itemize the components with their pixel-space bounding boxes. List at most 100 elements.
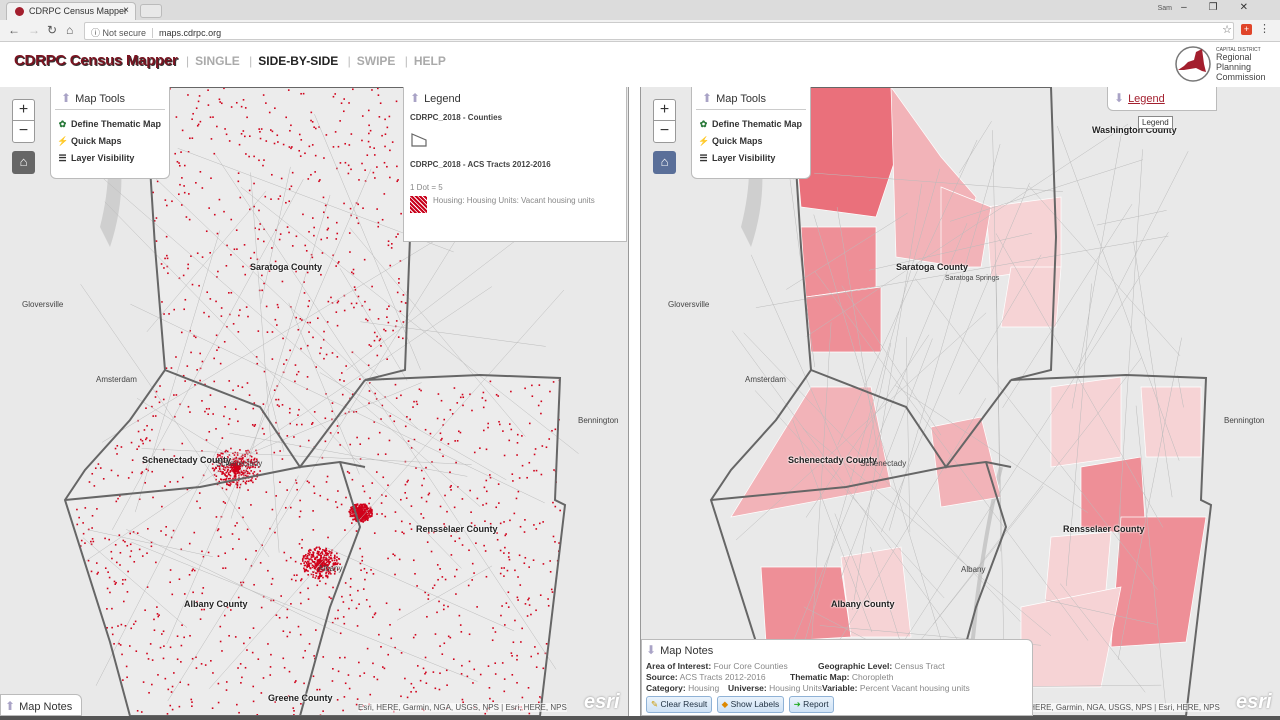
vacancy-dot bbox=[380, 418, 382, 420]
report-button[interactable]: ➜ Report bbox=[788, 696, 834, 713]
vacancy-dot bbox=[122, 539, 125, 542]
window-controls[interactable]: –❐✕ bbox=[1181, 2, 1270, 13]
extension-icon[interactable]: + bbox=[1241, 24, 1252, 35]
vacancy-dot bbox=[131, 471, 134, 474]
zoom-in-button[interactable]: + bbox=[13, 100, 34, 121]
vacancy-dot bbox=[446, 510, 448, 513]
zoom-control: + − bbox=[12, 99, 35, 143]
vacancy-dot bbox=[257, 330, 260, 332]
tool-quick-maps[interactable]: ⚡ Quick Maps bbox=[51, 133, 169, 150]
vacancy-dot bbox=[283, 363, 285, 365]
choropleth-map[interactable] bbox=[641, 87, 1280, 716]
zoom-out-button[interactable]: − bbox=[659, 122, 670, 139]
vacancy-dot bbox=[524, 556, 527, 559]
vacancy-dot bbox=[194, 384, 196, 386]
browser-tab[interactable]: CDRPC Census Mapper × bbox=[6, 2, 136, 20]
vacancy-dot bbox=[333, 568, 335, 571]
tract-boundary bbox=[240, 186, 579, 454]
bookmark-star-icon[interactable]: ☆ bbox=[1222, 24, 1232, 36]
vacancy-dot bbox=[240, 584, 243, 586]
vacancy-dot bbox=[230, 291, 233, 294]
vacancy-dot bbox=[293, 714, 295, 716]
tool-quick-maps[interactable]: ⚡ Quick Maps bbox=[692, 133, 810, 150]
vacancy-dot bbox=[364, 180, 367, 182]
tool-label: Define Thematic Map bbox=[71, 119, 162, 129]
vacancy-dot bbox=[247, 489, 249, 491]
vacancy-dot bbox=[483, 486, 486, 489]
tract-boundary bbox=[1119, 504, 1121, 558]
nav-side-by-side[interactable]: SIDE-BY-SIDE bbox=[258, 54, 339, 68]
app-title[interactable]: CDRPC Census Mapper bbox=[14, 52, 178, 69]
vacancy-dot bbox=[535, 666, 538, 668]
vacancy-dot bbox=[483, 544, 485, 547]
vacancy-dot bbox=[158, 401, 161, 404]
close-tab-icon[interactable]: × bbox=[123, 5, 129, 16]
zoom-in-button[interactable]: + bbox=[654, 100, 675, 121]
vacancy-dot bbox=[122, 600, 125, 603]
vacancy-dot bbox=[180, 548, 183, 551]
vacancy-dot bbox=[368, 132, 370, 135]
vacancy-dot bbox=[323, 550, 326, 553]
tool-define-thematic-map[interactable]: ✿ Define Thematic Map bbox=[692, 116, 810, 133]
browser-menu-icon[interactable]: ⋮ bbox=[1259, 23, 1270, 35]
vacancy-dot bbox=[488, 686, 491, 689]
legend-toggle[interactable]: ⬇ Legend bbox=[1107, 87, 1217, 111]
tool-define-thematic-map[interactable]: ✿ Define Thematic Map bbox=[51, 116, 169, 133]
vacancy-dot bbox=[180, 661, 182, 663]
home-extent-button[interactable]: ⌂ bbox=[653, 151, 676, 174]
collapse-arrow-icon[interactable]: ⬆ bbox=[61, 91, 72, 105]
vacancy-dot bbox=[302, 213, 304, 216]
tag-icon: ◆ bbox=[721, 699, 729, 709]
tract-boundary bbox=[1075, 151, 1189, 373]
reload-icon[interactable]: ↻ bbox=[47, 23, 58, 37]
vacancy-dot bbox=[367, 140, 370, 143]
url-input[interactable]: ⓘ Not secure maps.cdrpc.org bbox=[84, 22, 1234, 40]
clear-result-button[interactable]: ✎ Clear Result bbox=[646, 696, 713, 713]
right-map[interactable]: Gloversville Amsterdam Saratoga County S… bbox=[641, 87, 1280, 716]
collapse-arrow-icon[interactable]: ⬆ bbox=[702, 91, 713, 105]
home-extent-button[interactable]: ⌂ bbox=[12, 151, 35, 174]
dot-density-map[interactable] bbox=[0, 87, 628, 716]
nav-help[interactable]: HELP bbox=[413, 54, 446, 68]
vacancy-dot bbox=[323, 568, 325, 571]
map-notes-toggle[interactable]: ⬆ Map Notes bbox=[0, 694, 82, 716]
vacancy-dot bbox=[412, 406, 414, 408]
legend-header[interactable]: ⬆ Legend bbox=[404, 87, 626, 109]
vacancy-dot bbox=[344, 656, 346, 659]
vacancy-dot bbox=[330, 556, 332, 559]
tool-layer-visibility[interactable]: ☰ Layer Visibility bbox=[51, 150, 169, 167]
tool-layer-visibility[interactable]: ☰ Layer Visibility bbox=[692, 150, 810, 167]
vacancy-dot bbox=[212, 672, 214, 674]
map-tools-header[interactable]: ⬆ Map Tools bbox=[55, 87, 165, 110]
map-tools-header[interactable]: ⬆ Map Tools bbox=[696, 87, 806, 110]
vacancy-dot bbox=[215, 428, 217, 430]
back-icon[interactable]: ← bbox=[8, 23, 20, 37]
vacancy-dot bbox=[453, 387, 456, 389]
map-tools-title: Map Tools bbox=[75, 93, 125, 105]
vacancy-dot bbox=[358, 603, 360, 605]
collapse-arrow-icon[interactable]: ⬆ bbox=[410, 91, 421, 105]
map-notes-header[interactable]: ⬇ Map Notes bbox=[646, 643, 1028, 657]
vacancy-dot bbox=[462, 701, 464, 704]
vacancy-dot bbox=[240, 474, 243, 476]
new-tab-button[interactable] bbox=[140, 4, 162, 18]
vacancy-dot bbox=[370, 515, 372, 517]
show-labels-button[interactable]: ◆ Show Labels bbox=[716, 696, 785, 713]
profile-name[interactable]: Sam bbox=[1157, 5, 1172, 12]
left-map[interactable]: Gloversville Amsterdam Saratoga County S… bbox=[0, 87, 628, 716]
zoom-out-button[interactable]: − bbox=[18, 122, 29, 139]
vacancy-dot bbox=[248, 189, 251, 192]
vacancy-dot bbox=[271, 247, 273, 249]
collapse-arrow-icon[interactable]: ⬇ bbox=[646, 643, 657, 657]
security-indicator[interactable]: ⓘ Not secure bbox=[91, 28, 154, 38]
home-icon[interactable]: ⌂ bbox=[66, 23, 74, 37]
forward-icon[interactable]: → bbox=[28, 23, 40, 37]
nav-swipe[interactable]: SWIPE bbox=[356, 54, 396, 68]
vacancy-dot bbox=[400, 520, 403, 523]
tract-boundary bbox=[808, 322, 832, 685]
vacancy-dot bbox=[169, 581, 171, 584]
nav-single[interactable]: SINGLE bbox=[195, 54, 240, 68]
vacancy-dot bbox=[216, 125, 218, 128]
legend-title[interactable]: Legend bbox=[1128, 93, 1165, 105]
vacancy-dot bbox=[316, 570, 319, 573]
